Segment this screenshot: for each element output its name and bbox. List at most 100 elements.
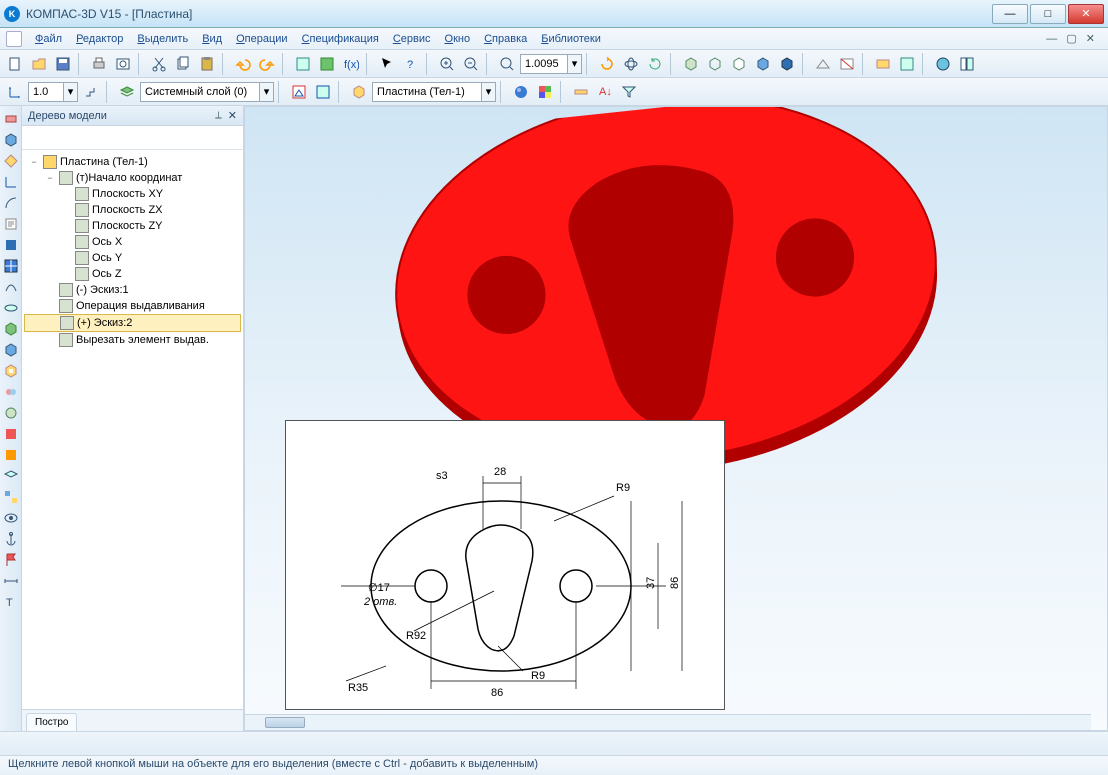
zoom-fit-button[interactable]: [496, 53, 518, 75]
tree-close-icon[interactable]: ✕: [228, 109, 237, 122]
rotate-button[interactable]: [596, 53, 618, 75]
tree-node[interactable]: (-) Эскиз:1: [24, 282, 241, 298]
open-button[interactable]: [28, 53, 50, 75]
lt-mate-icon[interactable]: [2, 383, 20, 401]
scale-dd[interactable]: ▾: [64, 82, 78, 102]
step-button[interactable]: [80, 81, 102, 103]
orbit-button[interactable]: [620, 53, 642, 75]
cut-button[interactable]: [148, 53, 170, 75]
lt-diamond-icon[interactable]: [2, 152, 20, 170]
measure-button[interactable]: [570, 81, 592, 103]
tree-node[interactable]: Ось X: [24, 234, 241, 250]
menu-libs[interactable]: Библиотеки: [534, 31, 608, 47]
tree-node[interactable]: Ось Z: [24, 266, 241, 282]
props-button[interactable]: [292, 53, 314, 75]
lt-axis-icon[interactable]: [2, 173, 20, 191]
pointer-button[interactable]: [376, 53, 398, 75]
tree-node[interactable]: Плоскость ZX: [24, 202, 241, 218]
maximize-button[interactable]: □: [1030, 4, 1066, 24]
zoom-input[interactable]: [520, 54, 568, 74]
layer-icon[interactable]: [116, 81, 138, 103]
scale-input[interactable]: [28, 82, 64, 102]
preview-button[interactable]: [112, 53, 134, 75]
tree-tb3[interactable]: [68, 129, 86, 147]
vars-button[interactable]: [316, 53, 338, 75]
redo-button[interactable]: [256, 53, 278, 75]
lt-cut-icon[interactable]: [2, 362, 20, 380]
menu-editor[interactable]: Редактор: [69, 31, 130, 47]
mdi-controls[interactable]: — ▢ ✕: [1046, 32, 1102, 45]
tree-pin-icon[interactable]: ⟂: [215, 110, 222, 121]
lt-arc-icon[interactable]: [2, 194, 20, 212]
tree-root[interactable]: − Пластина (Тел-1): [24, 154, 241, 170]
part-input[interactable]: [372, 82, 482, 102]
view-solid-button[interactable]: [752, 53, 774, 75]
lt-dim-icon[interactable]: [2, 572, 20, 590]
lt-flag-icon[interactable]: [2, 551, 20, 569]
menu-file[interactable]: Файл: [28, 31, 69, 47]
lt-red-icon[interactable]: [2, 425, 20, 443]
tree-node[interactable]: (+) Эскиз:2: [24, 314, 241, 332]
persp-button[interactable]: [812, 53, 834, 75]
fx-button[interactable]: f(x): [340, 53, 362, 75]
lt-orange-icon[interactable]: [2, 446, 20, 464]
menu-service[interactable]: Сервис: [386, 31, 438, 47]
paste-button[interactable]: [196, 53, 218, 75]
part-dd[interactable]: ▾: [482, 82, 496, 102]
lt-revolve-icon[interactable]: [2, 299, 20, 317]
lt-curve-icon[interactable]: [2, 278, 20, 296]
lt-plate-icon[interactable]: [2, 110, 20, 128]
part-combo[interactable]: ▾: [372, 82, 496, 102]
tree-tb4[interactable]: [89, 129, 107, 147]
coord-button[interactable]: [4, 81, 26, 103]
tree-node[interactable]: Вырезать элемент выдав.: [24, 332, 241, 348]
viewport[interactable]: 28 R9 s3 ∅17 2 отв. R92 R35 R9 86 37 86: [244, 106, 1108, 731]
zoom-out-button[interactable]: [460, 53, 482, 75]
lt-layers-icon[interactable]: [2, 467, 20, 485]
lib2-button[interactable]: [896, 53, 918, 75]
tree-tb2[interactable]: [47, 129, 65, 147]
menu-help[interactable]: Справка: [477, 31, 534, 47]
scale-combo[interactable]: ▾: [28, 82, 78, 102]
minimize-button[interactable]: —: [992, 4, 1028, 24]
globe-button[interactable]: [932, 53, 954, 75]
tree-tab-build[interactable]: Постро: [26, 713, 77, 731]
tree-node[interactable]: Ось Y: [24, 250, 241, 266]
mat-button[interactable]: [510, 81, 532, 103]
menu-spec[interactable]: Спецификация: [295, 31, 386, 47]
lt-text-icon[interactable]: T: [2, 593, 20, 611]
sketch-button[interactable]: [288, 81, 310, 103]
zoom-in-button[interactable]: [436, 53, 458, 75]
view-shaded-button[interactable]: [776, 53, 798, 75]
close-button[interactable]: ✕: [1068, 4, 1104, 24]
part-icon[interactable]: [348, 81, 370, 103]
lt-ball-icon[interactable]: [2, 404, 20, 422]
refresh-button[interactable]: [644, 53, 666, 75]
autodetect-button[interactable]: A↓: [594, 81, 616, 103]
layer-combo[interactable]: ▾: [140, 82, 274, 102]
lt-anchor-icon[interactable]: [2, 530, 20, 548]
menu-select[interactable]: Выделить: [130, 31, 195, 47]
layer-dd[interactable]: ▾: [260, 82, 274, 102]
filter-button[interactable]: [618, 81, 640, 103]
color-button[interactable]: [534, 81, 556, 103]
tree-tb1[interactable]: [26, 129, 44, 147]
tree-button[interactable]: [956, 53, 978, 75]
zoom-combo[interactable]: ▾: [520, 54, 582, 74]
lt-note-icon[interactable]: [2, 215, 20, 233]
lib1-button[interactable]: [872, 53, 894, 75]
tree-node[interactable]: Операция выдавливания: [24, 298, 241, 314]
menu-view[interactable]: Вид: [195, 31, 229, 47]
sketch2-button[interactable]: [312, 81, 334, 103]
lt-grid-icon[interactable]: [2, 257, 20, 275]
section-button[interactable]: [836, 53, 858, 75]
view-iso-button[interactable]: [680, 53, 702, 75]
tree-node[interactable]: Плоскость ZY: [24, 218, 241, 234]
save-button[interactable]: [52, 53, 74, 75]
menu-window[interactable]: Окно: [438, 31, 478, 47]
view-wire-button[interactable]: [704, 53, 726, 75]
menu-ops[interactable]: Операции: [229, 31, 294, 47]
lt-extr-green-icon[interactable]: [2, 320, 20, 338]
lt-assy-icon[interactable]: [2, 488, 20, 506]
new-button[interactable]: [4, 53, 26, 75]
